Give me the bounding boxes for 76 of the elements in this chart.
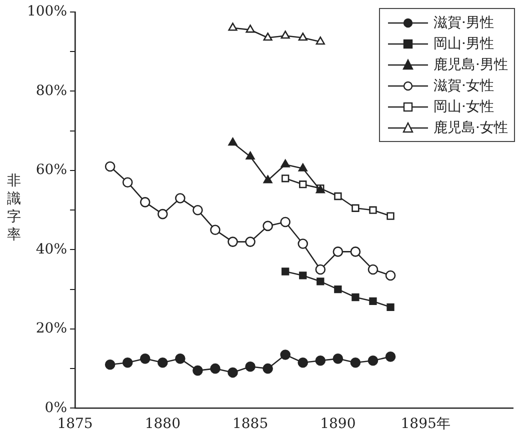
point — [298, 357, 308, 368]
point — [122, 177, 133, 188]
point — [158, 357, 168, 368]
point — [228, 22, 238, 31]
point — [263, 32, 272, 41]
point — [282, 174, 290, 182]
point — [192, 365, 203, 376]
point — [385, 270, 396, 281]
point — [228, 367, 238, 378]
legend-label: 鹿児島·女性 — [434, 118, 508, 136]
point — [104, 359, 116, 370]
point — [352, 204, 360, 212]
point — [246, 24, 255, 33]
point — [298, 238, 308, 249]
point — [315, 356, 326, 366]
x-tick-label: 1890 — [320, 416, 356, 432]
point — [245, 236, 256, 247]
point — [228, 138, 238, 146]
point — [280, 350, 290, 360]
point — [122, 357, 133, 368]
x-tick-label: 1875 — [57, 416, 93, 432]
y-tick-label: 100% — [26, 4, 68, 20]
y-tick-label: 40% — [36, 241, 68, 258]
point — [368, 264, 378, 275]
point — [350, 246, 361, 257]
y-tick-label: 20% — [36, 320, 68, 337]
point — [298, 32, 308, 41]
point — [175, 354, 186, 364]
point — [262, 363, 273, 374]
point — [299, 272, 307, 280]
legend-label: 滋賀·女性 — [434, 76, 494, 94]
legend-label: 滋賀·男性 — [434, 14, 494, 32]
point — [263, 175, 272, 184]
point — [158, 208, 168, 220]
point — [385, 352, 396, 362]
point — [262, 220, 273, 232]
point — [332, 354, 344, 364]
point — [316, 278, 324, 286]
point — [369, 297, 377, 306]
y-axis-title: 非識字率 — [6, 172, 22, 244]
point — [369, 206, 377, 214]
point — [334, 192, 342, 200]
point — [175, 193, 186, 204]
point — [246, 151, 255, 160]
point — [210, 224, 220, 236]
point — [228, 236, 238, 247]
point — [282, 268, 290, 276]
y-tick-label: 80% — [36, 82, 68, 99]
point — [280, 30, 290, 39]
legend-label: 岡山·女性 — [434, 98, 494, 116]
x-tick-label: 1880 — [144, 416, 180, 432]
point — [332, 246, 344, 257]
x-tick-label: 1895年 — [400, 416, 450, 432]
point — [299, 180, 307, 188]
point — [334, 286, 342, 294]
point — [245, 361, 256, 372]
point — [140, 197, 150, 208]
point — [192, 204, 203, 216]
point — [280, 216, 290, 228]
point — [350, 357, 361, 368]
point — [210, 363, 220, 374]
point — [316, 36, 325, 45]
y-tick-label: 60% — [36, 162, 68, 178]
point — [280, 159, 290, 168]
point — [352, 293, 360, 302]
point — [140, 354, 150, 364]
point — [315, 264, 326, 275]
point — [298, 163, 308, 172]
point — [386, 212, 394, 220]
legend-label: 岡山·男性 — [434, 34, 494, 52]
x-tick-label: 1885 — [232, 416, 268, 432]
y-tick-label: 0% — [44, 400, 68, 416]
legend-label: 鹿児島·男性 — [434, 56, 508, 74]
point — [368, 356, 378, 366]
point — [386, 303, 394, 311]
point — [104, 161, 116, 172]
